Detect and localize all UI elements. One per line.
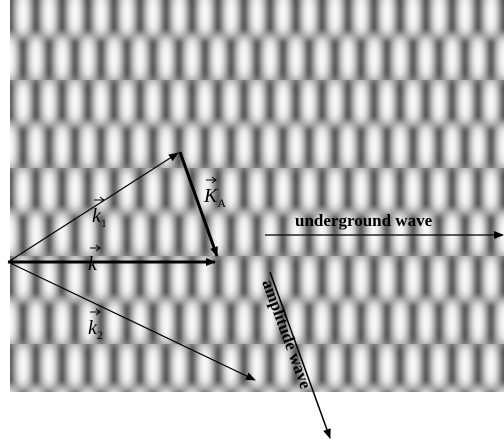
arrow-k1 xyxy=(7,152,179,263)
label-KA: KA xyxy=(203,185,226,210)
arrow-k2 xyxy=(7,261,256,381)
label-k1: k1 xyxy=(92,205,107,230)
interference-pattern xyxy=(10,0,504,392)
label-k2: k2 xyxy=(88,317,103,342)
label-underground-wave: underground wave xyxy=(295,211,433,230)
arrow-KA xyxy=(178,151,219,257)
arrow-amplitude xyxy=(269,271,331,439)
label-k: k xyxy=(88,253,98,275)
